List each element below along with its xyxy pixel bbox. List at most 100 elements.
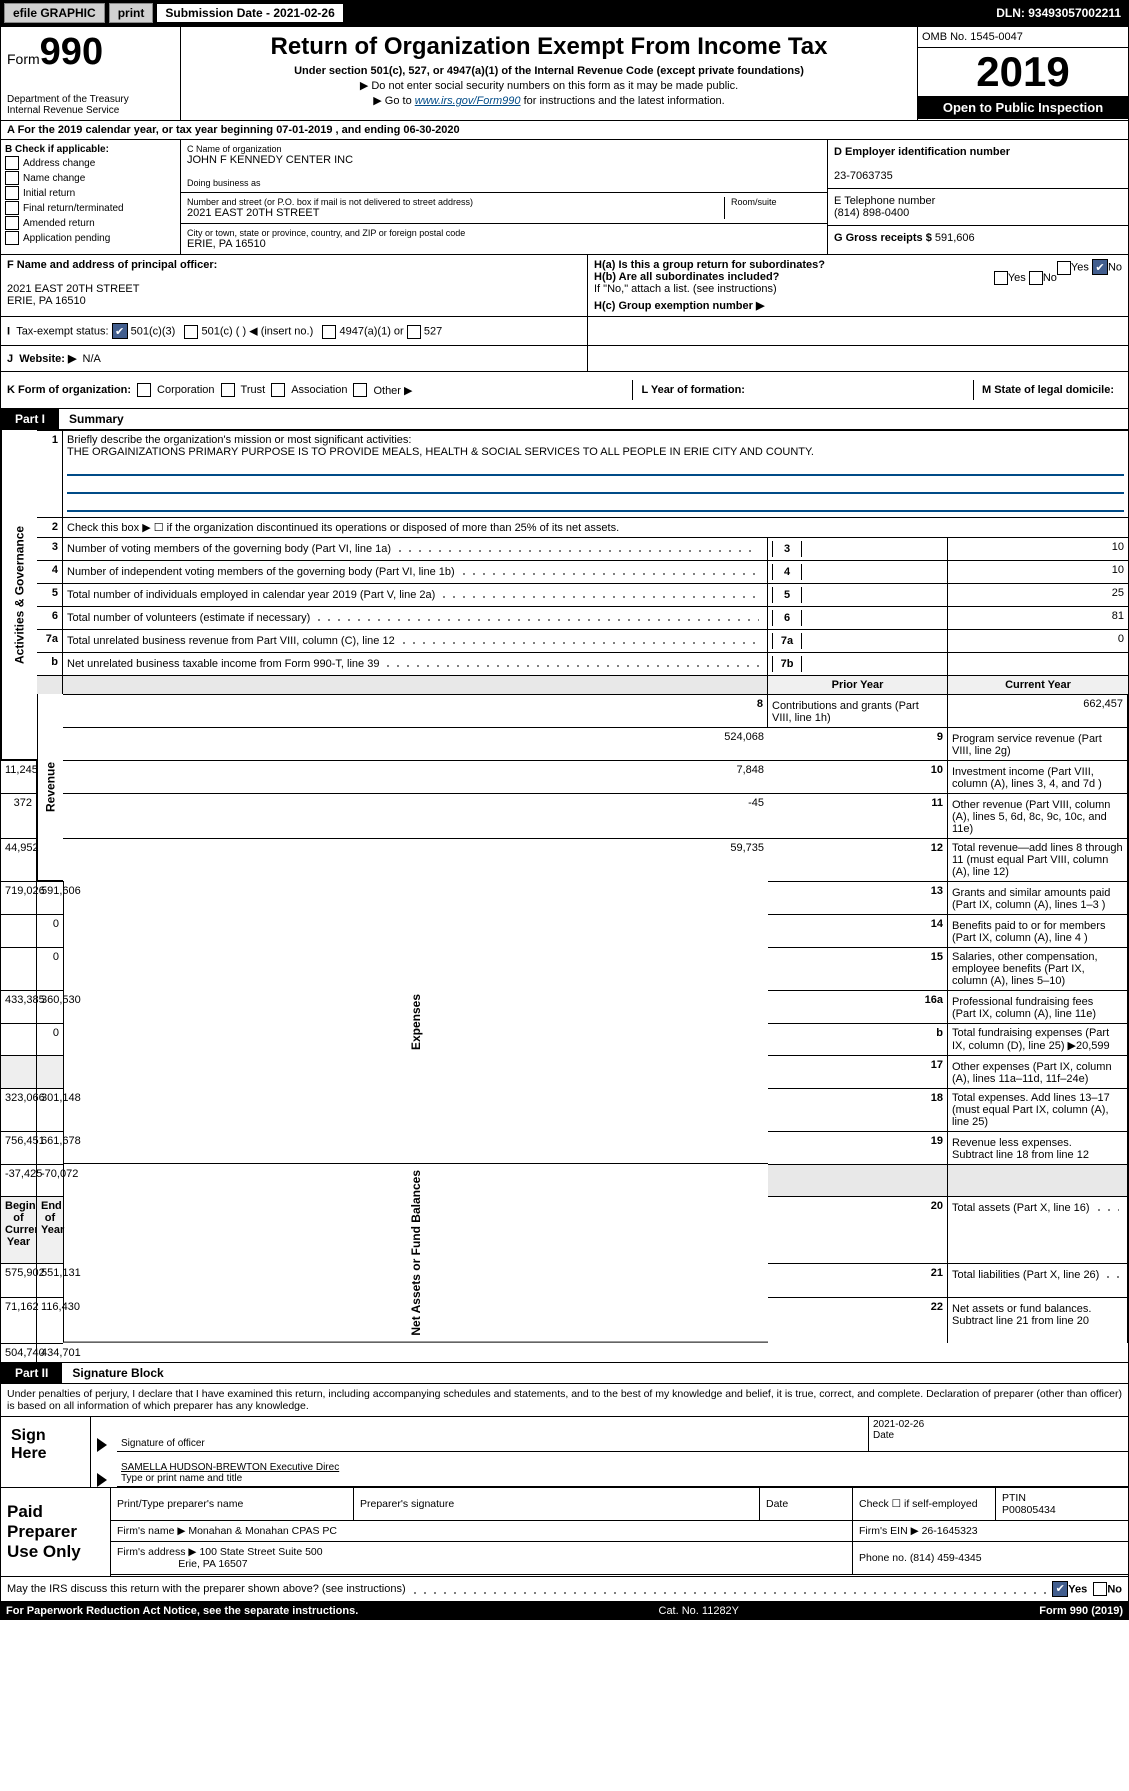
side-expenses: Expenses	[63, 881, 768, 1164]
form-subtitle: Under section 501(c), 527, or 4947(a)(1)…	[187, 65, 911, 77]
checked-icon: ✔	[1092, 259, 1108, 275]
rev-8-desc: Contributions and grants (Part VIII, lin…	[772, 700, 935, 724]
ein-label: D Employer identification number	[834, 146, 1010, 158]
part-ii-header: Part II Signature Block	[0, 1363, 1129, 1384]
exp-19-curr: -70,072	[37, 1164, 63, 1196]
rev-11-desc: Other revenue (Part VIII, column (A), li…	[952, 799, 1115, 835]
exp-15-curr: 360,530	[37, 990, 63, 1023]
exp-17-curr: 301,148	[37, 1088, 63, 1131]
section-i: I Tax-exempt status: ✔ 501(c)(3) 501(c) …	[0, 317, 1129, 346]
h-c: H(c) Group exemption number ▶	[594, 299, 1122, 312]
hdr-end: End of Year	[37, 1196, 63, 1264]
rev-11-curr: 59,735	[63, 838, 768, 881]
perjury-text: Under penalties of perjury, I declare th…	[1, 1384, 1128, 1416]
na-21-beg: 71,162	[1, 1297, 37, 1343]
col-c-org-info: C Name of organization JOHN F KENNEDY CE…	[181, 140, 828, 254]
rev-11-prior: 44,952	[1, 838, 37, 881]
room-label: Room/suite	[731, 197, 821, 207]
line7b-desc: Net unrelated business taxable income fr…	[67, 658, 379, 670]
tax-year: 2019	[918, 48, 1128, 96]
line3-val: 10	[948, 537, 1128, 560]
exp-18-prior: 756,451	[1, 1131, 37, 1164]
exp-17-prior: 323,066	[1, 1088, 37, 1131]
na-22-end: 434,701	[37, 1343, 63, 1362]
firm-name-cell: Firm's name ▶ Monahan & Monahan CPAS PC	[111, 1520, 853, 1541]
side-governance: Activities & Governance	[1, 430, 37, 760]
sig-officer-field[interactable]: Signature of officer	[117, 1428, 868, 1452]
line6-val: 81	[948, 606, 1128, 629]
org-name-label: C Name of organization	[187, 144, 821, 154]
print-button[interactable]: print	[109, 3, 154, 23]
rev-10-curr: -45	[63, 793, 768, 838]
na-22-desc: Net assets or fund balances. Subtract li…	[952, 1303, 1115, 1327]
irs-link[interactable]: www.irs.gov/Form990	[415, 95, 521, 107]
line4-desc: Number of independent voting members of …	[67, 566, 455, 578]
chk-amended-return[interactable]: Amended return	[5, 216, 176, 230]
exp-18-curr: 661,678	[37, 1131, 63, 1164]
phone-label: E Telephone number	[834, 195, 935, 207]
exp-19-desc: Revenue less expenses. Subtract line 18 …	[952, 1137, 1115, 1161]
na-20-beg: 575,902	[1, 1263, 37, 1297]
checked-icon: ✔	[112, 323, 128, 339]
exp-16a-curr: 0	[37, 1023, 63, 1055]
firm-phone-cell: Phone no. (814) 459-4345	[853, 1541, 1129, 1574]
prep-ptin-cell: PTINP00805434	[996, 1488, 1129, 1521]
rev-8-prior: 662,457	[948, 694, 1128, 727]
top-bar: efile GRAPHIC print Submission Date - 20…	[0, 0, 1129, 27]
col-d-ein: D Employer identification number 23-7063…	[828, 140, 1128, 254]
exp-19-prior: -37,425	[1, 1164, 37, 1196]
exp-14-desc: Benefits paid to or for members (Part IX…	[952, 920, 1115, 944]
mission-text: THE ORGAINIZATIONS PRIMARY PURPOSE IS TO…	[67, 446, 814, 458]
na-21-end: 116,430	[37, 1297, 63, 1343]
exp-15-desc: Salaries, other compensation, employee b…	[952, 951, 1123, 987]
gross-label: G Gross receipts $	[834, 232, 932, 244]
cat-no: Cat. No. 11282Y	[659, 1605, 740, 1617]
dba-label: Doing business as	[187, 178, 821, 188]
chk-name-change[interactable]: Name change	[5, 171, 176, 185]
hdr-prior-year: Prior Year	[768, 675, 948, 694]
form-header: Form990 Department of the Treasury Inter…	[0, 27, 1129, 121]
preparer-block: Paid Preparer Use Only Print/Type prepar…	[0, 1488, 1129, 1577]
preparer-title: Paid Preparer Use Only	[1, 1488, 111, 1576]
phone-value: (814) 898-0400	[834, 207, 909, 219]
section-bcd: B Check if applicable: Address change Na…	[0, 140, 1129, 255]
form-note-link: ▶ Go to www.irs.gov/Form990 for instruct…	[187, 94, 911, 107]
city-label: City or town, state or province, country…	[187, 228, 821, 238]
dln-label: DLN: 93493057002211	[996, 6, 1129, 20]
street-label: Number and street (or P.O. box if mail i…	[187, 197, 724, 207]
chk-final-return[interactable]: Final return/terminated	[5, 201, 176, 215]
efile-button[interactable]: efile GRAPHIC	[4, 3, 105, 23]
checked-icon: ✔	[1052, 1581, 1068, 1597]
rev-9-prior: 11,245	[1, 760, 37, 793]
line1-label: Briefly describe the organization's miss…	[67, 434, 411, 446]
triangle-icon	[97, 1473, 107, 1487]
section-j: J Website: ▶ N/A	[0, 346, 1129, 372]
hdr-current-year: Current Year	[948, 675, 1128, 694]
chk-address-change[interactable]: Address change	[5, 156, 176, 170]
paperwork-footer: For Paperwork Reduction Act Notice, see …	[0, 1602, 1129, 1620]
side-revenue: Revenue	[37, 694, 63, 881]
part-i-header: Part I Summary	[0, 409, 1129, 430]
prep-sig-label: Preparer's signature	[354, 1488, 760, 1521]
h-b: H(b) Are all subordinates included? Yes …	[594, 271, 1122, 283]
prep-check-label: Check ☐ if self-employed	[853, 1488, 996, 1521]
exp-18-desc: Total expenses. Add lines 13–17 (must eq…	[952, 1092, 1123, 1128]
firm-ein-cell: Firm's EIN ▶ 26-1645323	[853, 1520, 1129, 1541]
na-22-beg: 504,740	[1, 1343, 37, 1362]
gross-value: 591,606	[935, 232, 975, 244]
website-value: N/A	[83, 353, 101, 365]
form-note-ssn: ▶ Do not enter social security numbers o…	[187, 79, 911, 92]
side-netassets: Net Assets or Fund Balances	[63, 1164, 768, 1343]
form-title: Return of Organization Exempt From Incom…	[187, 33, 911, 61]
line5-val: 25	[948, 583, 1128, 606]
org-name: JOHN F KENNEDY CENTER INC	[187, 154, 821, 166]
summary-table: Activities & Governance 1 Briefly descri…	[0, 430, 1129, 1363]
form-number: Form990	[7, 31, 174, 74]
na-20-desc: Total assets (Part X, line 16)	[952, 1202, 1090, 1214]
chk-application-pending[interactable]: Application pending	[5, 231, 176, 245]
chk-initial-return[interactable]: Initial return	[5, 186, 176, 200]
rev-12-desc: Total revenue—add lines 8 through 11 (mu…	[952, 842, 1123, 878]
firm-addr-cell: Firm's address ▶ 100 State Street Suite …	[111, 1541, 853, 1574]
discuss-row: May the IRS discuss this return with the…	[0, 1577, 1129, 1602]
rev-10-prior: 372	[1, 793, 37, 838]
